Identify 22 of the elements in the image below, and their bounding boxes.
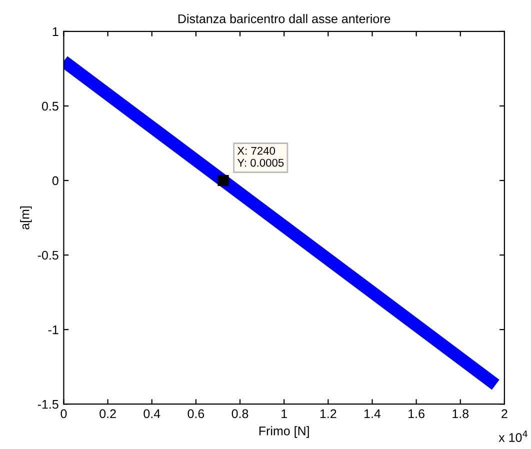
- text: x 10$^{4}$: [498, 430, 528, 442]
- y-tick-label: -0.5: [38, 250, 58, 260]
- x-tick-label: 0.8: [232, 409, 248, 418]
- x-tick-label: 1.2: [320, 409, 336, 418]
- y-tick-label: -1: [48, 325, 58, 334]
- x-tick-label: 0.4: [144, 409, 160, 418]
- y-tick-label: -1.5: [38, 400, 58, 409]
- x-tick-label: 0: [60, 409, 67, 418]
- annotation: X: 7240 Y: 0.0005: [237, 146, 284, 167]
- x-tick-label: 2: [502, 409, 508, 418]
- y-tick-label: 1: [52, 27, 58, 36]
- x-tick-label: 1.8: [452, 409, 469, 418]
- x-tick-label: 1.6: [408, 409, 424, 418]
- y-tick-label: 0: [52, 176, 58, 186]
- y-axis-title: a[m]: [20, 206, 32, 230]
- x-axis-title: Frimo [N]: [259, 426, 309, 438]
- x-tick-label: 1: [282, 409, 287, 418]
- x-tick-label: 0.2: [100, 409, 116, 418]
- y-tick-label: 0.5: [42, 102, 58, 111]
- x-tick-label: 0.6: [188, 409, 204, 418]
- chart-title: Distanza baricentro dall asse anteriore: [178, 14, 390, 24]
- x-tick-label: 1.4: [364, 409, 381, 418]
